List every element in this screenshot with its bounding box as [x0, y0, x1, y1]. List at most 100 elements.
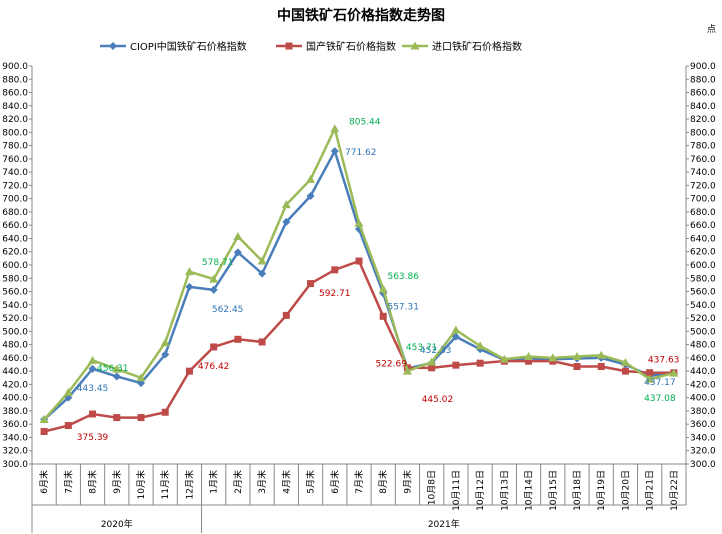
diamond-marker [185, 282, 194, 291]
x-tick-label: 10月11日 [451, 470, 462, 511]
legend-item-3: 进口铁矿石价格指数 [402, 40, 522, 53]
y-tick-label-right: 720.0 [690, 181, 716, 191]
series-line [43, 259, 674, 433]
y-tick-label-left: 880.0 [2, 75, 28, 85]
chart-title: 中国铁矿石价格指数走势图 [277, 7, 445, 24]
y-tick-label-left: 900.0 [2, 62, 28, 72]
group-label: 2020年 [101, 518, 133, 530]
y-tick-label-left: 860.0 [2, 89, 28, 99]
triangle-marker [330, 124, 340, 133]
diamond-marker [282, 217, 291, 226]
y-tick-label-right: 320.0 [690, 447, 716, 457]
y-tick-label-left: 400.0 [2, 394, 28, 404]
square-marker [234, 335, 242, 343]
square-marker [525, 357, 533, 365]
y-tick-label-right: 640.0 [690, 234, 716, 244]
triangle-marker [160, 338, 170, 347]
y-tick-label-right: 420.0 [690, 380, 716, 390]
y-tick-label-right: 760.0 [690, 155, 716, 165]
y-tick-label-left: 380.0 [2, 407, 28, 417]
y-tick-label-left: 780.0 [2, 142, 28, 152]
y-tick-label-left: 580.0 [2, 274, 28, 284]
x-tick-label: 11月末 [159, 470, 171, 499]
series-layer [39, 124, 679, 435]
square-marker [185, 367, 193, 375]
legend-label: 进口铁矿石价格指数 [432, 40, 522, 53]
triangle-marker [39, 415, 49, 424]
x-tick-label: 10月8日 [427, 470, 438, 505]
square-marker [137, 414, 145, 422]
series-line [43, 125, 675, 421]
y-tick-label-right: 860.0 [690, 89, 716, 99]
y-tick-label-left: 660.0 [2, 221, 28, 231]
x-tick-label: 10月18日 [572, 470, 583, 511]
y-tick-label-left: 620.0 [2, 248, 28, 258]
x-tick-label: 10月22日 [669, 470, 680, 511]
diamond-marker [161, 350, 170, 359]
y-tick-label-right: 400.0 [690, 394, 716, 404]
square-marker [379, 312, 387, 320]
x-tick-label: 3月末 [256, 470, 268, 494]
y-tick-label-left: 720.0 [2, 181, 28, 191]
x-tick-label: 8月末 [87, 470, 99, 494]
triangle-marker [475, 341, 485, 350]
diamond-marker [109, 42, 117, 50]
data-label: 437.63 [648, 356, 680, 366]
data-label: 453.71 [406, 343, 438, 353]
triangle-marker [136, 373, 146, 382]
y-tick-label-right: 820.0 [690, 115, 716, 125]
square-marker [64, 422, 72, 430]
triangle-marker [354, 218, 364, 227]
data-label: 476.42 [198, 362, 230, 372]
x-tick-label: 5月末 [305, 470, 317, 494]
y-tick-label-left: 340.0 [2, 433, 28, 443]
data-label: 437.17 [644, 378, 676, 388]
series-1 [40, 147, 678, 424]
triangle-marker [257, 256, 267, 265]
y-tick-label-right: 780.0 [690, 142, 716, 152]
x-tick-label: 6月末 [38, 470, 50, 494]
diamond-marker [306, 192, 315, 201]
y-tick-label-right: 480.0 [690, 341, 716, 351]
y-tick-label-left: 740.0 [2, 168, 28, 178]
triangle-marker [669, 368, 679, 377]
triangle-marker [410, 41, 420, 50]
data-label: 437.08 [644, 394, 676, 404]
legend-item-1: CIOPI中国铁矿石价格指数 [100, 40, 247, 53]
x-tick-label: 10月末 [135, 470, 147, 499]
data-label: 443.45 [77, 384, 109, 394]
y-tick-label-right: 620.0 [690, 248, 716, 258]
x-tick-label: 10月12日 [475, 470, 486, 511]
x-tick-label: 7月末 [62, 470, 74, 494]
triangle-marker [112, 364, 122, 373]
y-tick-label-left: 800.0 [2, 128, 28, 138]
triangle-marker [596, 350, 606, 359]
y-tick-label-right: 340.0 [690, 433, 716, 443]
triangle-marker [184, 267, 194, 276]
data-label: 522.69 [375, 359, 407, 369]
y-tick-label-left: 500.0 [2, 327, 28, 337]
data-label: 445.02 [422, 395, 454, 405]
y-tick-label-left: 840.0 [2, 102, 28, 112]
axes: 300.0 300.0 320.0 320.0 340.0 340.0 360.0 360.0… [2, 62, 716, 533]
triangle-marker [548, 353, 558, 362]
diamond-marker [233, 248, 242, 257]
x-tick-label: 8月末 [377, 470, 389, 494]
y-tick-label-right: 460.0 [690, 354, 716, 364]
triangle-marker [427, 357, 437, 366]
y-tick-label-left: 360.0 [2, 420, 28, 430]
group-label: 2021年 [428, 518, 460, 530]
data-labels: 443.45 562.45 771.62 557.31 452.33 437.17 375.… [77, 118, 680, 443]
y-tick-label-right: 840.0 [690, 102, 716, 112]
diamond-marker [258, 269, 267, 278]
y-tick-label-left: 520.0 [2, 314, 28, 324]
data-label: 557.31 [387, 302, 419, 312]
y-tick-label-left: 820.0 [2, 115, 28, 125]
triangle-marker [63, 387, 73, 396]
square-marker [307, 280, 315, 288]
triangle-marker [88, 355, 98, 364]
y-tick-label-right: 300.0 [690, 460, 716, 470]
x-tick-label: 10月19日 [596, 470, 607, 511]
data-label: 452.33 [420, 346, 452, 356]
data-label: 592.71 [319, 289, 351, 299]
